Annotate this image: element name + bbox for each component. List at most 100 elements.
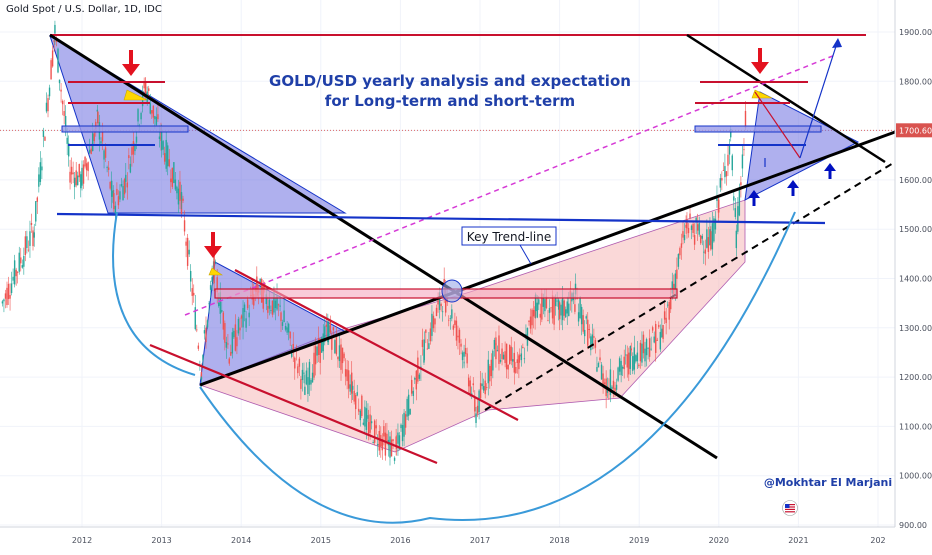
arc-left <box>112 211 196 376</box>
candle-body <box>534 306 536 318</box>
candle-body <box>674 273 677 290</box>
peak-marker <box>751 89 773 99</box>
candle-body <box>476 405 479 414</box>
candle-body <box>344 369 347 377</box>
candle-body <box>209 285 212 290</box>
candle-body <box>703 251 705 253</box>
candle-body <box>645 339 648 356</box>
candle-body <box>268 299 271 309</box>
candle-body <box>566 301 568 314</box>
candle-body <box>629 346 632 369</box>
candle-body <box>200 371 203 379</box>
candle-body <box>738 189 741 216</box>
candle-body <box>692 223 694 233</box>
candle-body <box>61 101 64 105</box>
candle-body <box>364 406 366 427</box>
candle-body <box>95 121 97 129</box>
candle-body <box>428 343 430 349</box>
support-1500 <box>56 212 826 225</box>
candle-body <box>242 308 244 328</box>
candle-body <box>284 325 287 330</box>
candle-body <box>44 136 46 141</box>
candle-body <box>415 370 418 390</box>
candle-body <box>377 443 379 446</box>
candle-body <box>651 327 654 331</box>
candle-body <box>9 294 11 299</box>
candle-body <box>36 197 39 202</box>
candle-body <box>50 60 52 80</box>
candle-body <box>487 359 489 384</box>
candle-body <box>93 133 95 141</box>
candle-body <box>45 102 48 112</box>
key-trendline-callout: Key Trend-line <box>461 226 557 265</box>
candle-body <box>151 110 153 114</box>
candle-body <box>638 364 640 367</box>
candle-body <box>558 302 561 320</box>
candle-body <box>337 356 339 360</box>
candle-body <box>227 343 229 345</box>
candle-body <box>152 105 155 118</box>
candle-body <box>398 435 401 449</box>
candle-body <box>665 317 667 324</box>
candle-body <box>538 299 540 305</box>
candle-body <box>279 305 281 307</box>
candle-body <box>680 243 683 248</box>
candle-body <box>38 174 40 187</box>
candle-body <box>81 167 83 186</box>
candle-body <box>176 186 178 194</box>
price-tick-label: 1200.00 <box>899 373 932 382</box>
channel-lower <box>149 343 438 465</box>
candle-body <box>390 439 393 457</box>
candle-body <box>343 353 345 359</box>
candle-body <box>179 181 181 201</box>
candle-body <box>239 327 241 331</box>
candle-body <box>331 337 333 350</box>
candle-body <box>560 304 562 316</box>
candle-body <box>168 159 170 167</box>
candle-body <box>18 252 20 272</box>
candle-body <box>740 182 742 186</box>
candle-body <box>162 141 164 150</box>
candle-body <box>206 320 209 328</box>
peak-marker <box>123 89 148 101</box>
candle-body <box>26 236 28 249</box>
candle-body <box>411 379 413 394</box>
candle-body <box>682 231 684 238</box>
candle-body <box>577 312 580 322</box>
price-tick-label: 1900.00 <box>899 28 932 37</box>
candle-body <box>329 320 331 333</box>
candle-body <box>551 295 554 319</box>
candle-body <box>353 390 355 402</box>
candle-body <box>171 167 174 187</box>
candle-body <box>711 223 714 250</box>
candle-body <box>452 325 455 330</box>
candle-body <box>440 303 442 307</box>
key-trendline <box>199 130 896 387</box>
candle-body <box>211 276 213 283</box>
candle-body <box>361 395 363 417</box>
candle-body <box>135 136 138 143</box>
candle-body <box>731 155 733 171</box>
candle-body <box>143 81 145 89</box>
candle-body <box>384 432 387 456</box>
candle-body <box>202 355 204 361</box>
candle-body <box>482 386 485 391</box>
candle-body <box>359 410 361 421</box>
candle-body <box>234 324 237 351</box>
candle-body <box>701 235 703 239</box>
arrows <box>112 38 842 524</box>
candle-body <box>365 408 368 430</box>
candle-body <box>97 111 99 124</box>
down-arrow-2013-head <box>204 246 222 258</box>
candle-body <box>655 323 657 353</box>
zone-2020 <box>694 125 822 133</box>
candle-body <box>395 436 397 447</box>
price-tick-label: 1000.00 <box>899 472 932 481</box>
candle-body <box>30 222 33 225</box>
candle-body <box>15 269 17 277</box>
candle-body <box>338 345 341 362</box>
candle-body <box>196 329 198 331</box>
candle-body <box>713 218 715 242</box>
candle-body <box>104 147 107 158</box>
